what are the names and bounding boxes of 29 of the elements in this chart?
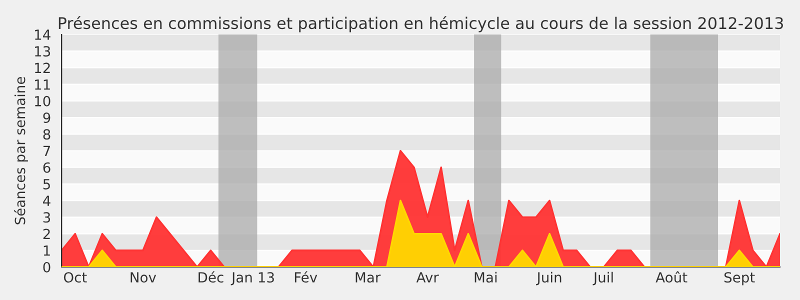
x-tick-label: Mai	[474, 272, 497, 283]
y-tick-label: 11	[35, 79, 50, 90]
chart-title: Présences en commissions et participation en hémicycle au cours de la session 2012-2013	[58, 16, 783, 32]
y-tick-label: 8	[43, 129, 50, 140]
y-axis-title: Séances par semaine	[14, 76, 28, 224]
y-tick-label: 13	[35, 46, 50, 57]
y-tick-label: 14	[35, 30, 50, 40]
x-tick-label: Mar	[356, 272, 381, 283]
y-tick-label: 10	[35, 96, 50, 106]
x-tick-label: Nov	[130, 272, 156, 283]
x-tick-label: Avr	[416, 272, 439, 282]
y-tick-label: 1	[44, 246, 50, 256]
y-tick-label: 5	[43, 179, 50, 190]
x-tick-label: Juil	[592, 272, 613, 286]
x-tick-label: Oct	[64, 272, 87, 283]
x-tick-label: Sept	[724, 272, 755, 286]
x-tick-label: Déc	[198, 271, 224, 283]
y-tick-label: 0	[43, 262, 50, 272]
x-tick-label: Jan 13	[230, 272, 274, 286]
y-tick-label: 12	[35, 62, 50, 73]
x-tick-label: Juin	[536, 272, 562, 286]
y-tick-label: 7	[43, 146, 50, 156]
y-tick-label: 2	[43, 228, 50, 240]
x-tick-label: Fév	[294, 271, 318, 283]
x-tick-label: Août	[656, 271, 688, 283]
y-tick-label: 3	[43, 212, 50, 223]
y-tick-label: 9	[43, 112, 50, 124]
y-tick-label: 6	[43, 162, 50, 173]
y-tick-label: 4	[43, 196, 50, 206]
